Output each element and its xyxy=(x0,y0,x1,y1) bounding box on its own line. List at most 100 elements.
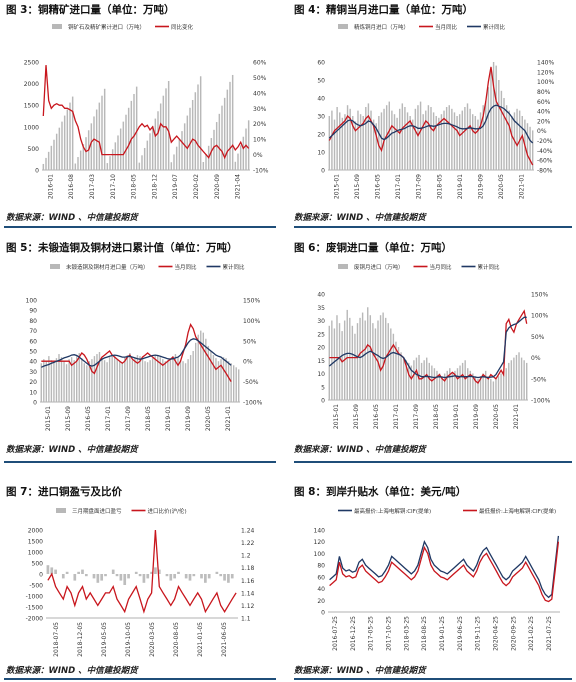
bar xyxy=(151,358,154,402)
legend-swatch xyxy=(338,264,348,269)
bar xyxy=(150,571,153,574)
bar xyxy=(461,362,464,400)
bar xyxy=(247,120,250,170)
y-left-tick-label: 140 xyxy=(314,528,326,535)
y-left-tick-label: 0 xyxy=(35,168,39,175)
bar xyxy=(101,95,103,170)
bar xyxy=(351,325,354,400)
chart-fig7: -2000 -1500 -1000 -500 0 500 1000 1500 2000 1.1 1.… xyxy=(26,507,255,657)
bar xyxy=(202,332,204,402)
bar xyxy=(162,95,165,170)
bar xyxy=(170,162,173,170)
x-tick-label: 2015-01 xyxy=(333,174,340,199)
y-left-tick-label: 100 xyxy=(26,298,38,305)
legend-label: 当月同比 xyxy=(430,263,453,271)
bar xyxy=(456,116,458,170)
bar xyxy=(42,163,45,170)
y-left-tick-label: -2000 xyxy=(26,616,44,623)
bar xyxy=(365,107,367,170)
bar xyxy=(387,323,389,400)
legend-label: 进口比价(沪/伦) xyxy=(148,507,187,515)
bar xyxy=(217,361,220,402)
legend-label: 累计同比 xyxy=(223,263,246,271)
bar xyxy=(531,130,534,170)
y-right-tick-label: 0% xyxy=(531,355,541,362)
bar xyxy=(516,108,518,170)
y-left-tick-label: 35 xyxy=(317,305,325,312)
bar xyxy=(111,569,115,574)
panel-fig6: 图 6：废铜进口量（单位：万吨） 0 5 10 15 20 25 30 35 40 -100% -5… xyxy=(294,240,572,460)
y-left-tick-label: -1500 xyxy=(26,605,44,612)
bar xyxy=(402,357,405,400)
bar xyxy=(242,136,245,170)
bar xyxy=(356,323,359,400)
bar xyxy=(98,352,101,402)
x-tick-label: 2019-07 xyxy=(172,174,179,199)
y-right-tick-label: 50% xyxy=(531,334,545,341)
bar xyxy=(336,107,338,170)
x-tick-label: 2015-09 xyxy=(353,404,360,429)
bar xyxy=(141,155,143,170)
bar xyxy=(93,356,96,402)
x-tick-label: 2019-01 xyxy=(457,174,464,199)
y-right-tick-label: 1.18 xyxy=(241,565,255,572)
bar xyxy=(515,354,518,400)
bar xyxy=(229,81,231,170)
bar xyxy=(215,571,219,574)
chart-fig5: 0 10 20 30 40 50 60 70 80 90 100 -100% -50% 0% 50% 100%… xyxy=(26,263,263,431)
y-right-tick-label: 50% xyxy=(253,75,267,82)
bar xyxy=(143,147,146,170)
y-right-tick-label: -10% xyxy=(253,168,269,175)
bar xyxy=(146,140,149,170)
bar xyxy=(472,373,474,400)
bar xyxy=(401,103,404,170)
y-left-tick-label: -1000 xyxy=(26,594,44,601)
bar xyxy=(331,110,333,170)
bar xyxy=(427,105,430,170)
bar xyxy=(339,112,341,170)
y-left-tick-label: 100 xyxy=(314,551,326,558)
bar xyxy=(200,574,203,579)
y-right-tick-label: 1.2 xyxy=(241,553,251,560)
bar xyxy=(119,361,121,402)
bar xyxy=(445,107,448,170)
x-tick-label: 2020-05 xyxy=(205,406,212,431)
bar xyxy=(364,320,366,400)
bar xyxy=(154,118,157,170)
series-line xyxy=(41,322,232,382)
bar xyxy=(134,571,138,574)
bar xyxy=(359,317,361,400)
legend-swatch xyxy=(56,508,66,513)
bar xyxy=(227,574,230,583)
bar xyxy=(90,123,93,170)
x-tick-label: 2019-09 xyxy=(473,404,480,429)
bar xyxy=(50,567,54,574)
y-left-tick-label: 2500 xyxy=(24,60,39,67)
bar xyxy=(138,574,142,577)
series-line xyxy=(42,65,250,160)
y-left-tick-label: 0 xyxy=(321,168,325,175)
bar xyxy=(192,351,194,402)
bar xyxy=(123,574,127,585)
bar xyxy=(341,331,343,400)
bar xyxy=(338,323,341,400)
bar xyxy=(96,574,100,583)
bar xyxy=(490,378,492,400)
bar xyxy=(69,102,71,170)
bar xyxy=(446,370,448,400)
bar xyxy=(467,368,469,400)
bar xyxy=(495,378,497,400)
panel-fig5: 图 5：未锻造铜及铜材进口累计值（单位：万吨） 0 10 20 30 40 50 60 70 8… xyxy=(6,240,278,460)
bar xyxy=(151,125,154,170)
bar xyxy=(220,359,222,402)
bar xyxy=(225,358,227,402)
bar xyxy=(103,88,106,170)
x-tick-label: 2021-06-05 xyxy=(221,622,228,657)
x-tick-label: 2015-01 xyxy=(45,406,52,431)
bar xyxy=(357,110,359,170)
bar xyxy=(423,360,425,400)
bar xyxy=(223,97,226,170)
y-left-tick-label: 120 xyxy=(314,539,326,546)
divider xyxy=(4,678,276,680)
bar xyxy=(65,571,69,574)
